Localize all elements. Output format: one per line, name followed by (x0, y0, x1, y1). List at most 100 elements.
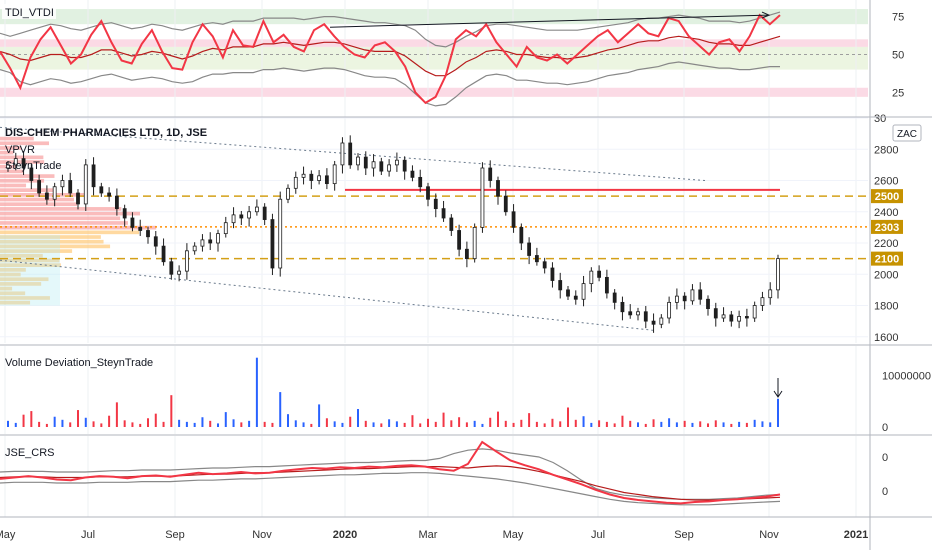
volume-bar (255, 357, 258, 427)
volume-bar (115, 402, 118, 427)
candle-body (690, 289, 695, 302)
zone-band (0, 46, 868, 70)
candle-body (651, 320, 656, 325)
tdi-series-line (0, 13, 781, 105)
volume-tick-label: 0 (882, 422, 888, 434)
volume-bar (637, 422, 639, 427)
volume-bar (769, 422, 772, 427)
candle-body (21, 158, 26, 169)
candle-body (130, 217, 135, 228)
volume-bar (590, 422, 593, 427)
volume-bar (652, 419, 655, 427)
candle-body (394, 159, 399, 166)
volume-bar (170, 395, 173, 427)
candle-body (659, 317, 664, 325)
candle-body (612, 292, 617, 303)
volume-bar (185, 421, 188, 427)
time-tick-label: 2021 (844, 529, 868, 541)
candle-body (667, 301, 672, 319)
zone-band (0, 39, 868, 47)
volume-bar (714, 420, 717, 427)
vpvr-bin (0, 188, 56, 192)
vpvr-bin (0, 263, 61, 267)
vpvr-bin (0, 216, 121, 221)
volume-bar (419, 423, 422, 427)
candle-body (324, 175, 329, 185)
volume-bar (263, 421, 266, 427)
candle-body (511, 211, 516, 228)
volume-bar (458, 417, 461, 427)
time-tick-label: Jul (81, 529, 95, 541)
candle-body (309, 173, 314, 181)
volume-bar (310, 423, 313, 427)
candle-body (441, 208, 446, 219)
volume-bar (427, 418, 429, 427)
volume-bar (53, 416, 56, 427)
volume-bar (543, 423, 546, 427)
currency-button[interactable] (892, 124, 922, 142)
candle-body (301, 173, 306, 178)
crs-series-line (0, 465, 781, 501)
volume-bar (84, 417, 87, 427)
volume-bar (162, 421, 165, 427)
vpvr-bin (0, 239, 104, 244)
volume-bar (209, 420, 212, 427)
vpvr-bin (0, 202, 78, 207)
candle-body (317, 175, 322, 181)
volume-bar (7, 420, 9, 427)
candle-body (13, 158, 18, 166)
vpvr-bin (0, 136, 34, 141)
vpvr-bin (0, 221, 128, 225)
candle-body (153, 236, 158, 247)
candle-body (223, 222, 228, 235)
crs-tick-label: 0 (882, 486, 888, 498)
tdi-title: TDI_VTDI (5, 7, 54, 19)
crs-series-line (0, 472, 781, 506)
candle-body (542, 261, 547, 269)
candle-body (573, 295, 578, 300)
volume-bar (364, 420, 367, 427)
candle-body (418, 176, 423, 188)
time-tick-label: Nov (252, 529, 272, 541)
price-tick-label: 2200 (874, 238, 898, 250)
candle-body (752, 305, 757, 319)
volume-bar (528, 413, 531, 427)
candle-body (682, 295, 687, 302)
volume-bar (333, 421, 336, 427)
candle-body (776, 258, 780, 291)
crs-pane[interactable]: 0 0 JSE_CRS (0, 436, 888, 517)
volume-bar (217, 423, 219, 427)
vpvr-bin (0, 235, 101, 239)
vpvr-bin (0, 291, 26, 296)
volume-bar (504, 420, 507, 427)
volume-pane[interactable]: 0 10000000 Volume Deviation_SteynTrade (4, 346, 931, 434)
candle-body (177, 270, 182, 275)
volume-bar (660, 421, 663, 427)
volume-bar (38, 421, 41, 427)
vpvr-bin (0, 268, 26, 272)
candle-body (169, 261, 174, 275)
volume-bar (123, 420, 126, 427)
vpvr-bin (0, 150, 14, 155)
price-pane[interactable]: 1600 1800 2000 2200 2400 2600 2800 30 2500 2303 21… (0, 113, 922, 344)
volume-bar (279, 392, 282, 427)
tdi-pane[interactable]: 25 50 75 TDI_VTDI (0, 0, 904, 117)
price-tag-label: 2100 (875, 254, 899, 266)
candle-body (426, 186, 430, 200)
volume-bar (302, 422, 305, 427)
trend-arrow-line (329, 14, 769, 28)
volume-bar (691, 422, 694, 427)
time-axis[interactable]: May Jul Sep Nov 2020 Mar May Jul Sep Nov 2021 (0, 529, 868, 541)
candle-body (239, 214, 244, 219)
tdi-tick-label: 25 (892, 87, 904, 99)
time-tick-label: May (0, 529, 16, 541)
volume-bar (434, 421, 437, 427)
zone-band (0, 87, 868, 97)
zone-band (0, 9, 868, 25)
candle-body (99, 186, 104, 194)
volume-bar (465, 422, 468, 427)
candle-body (620, 301, 625, 313)
candle-body (363, 156, 368, 169)
